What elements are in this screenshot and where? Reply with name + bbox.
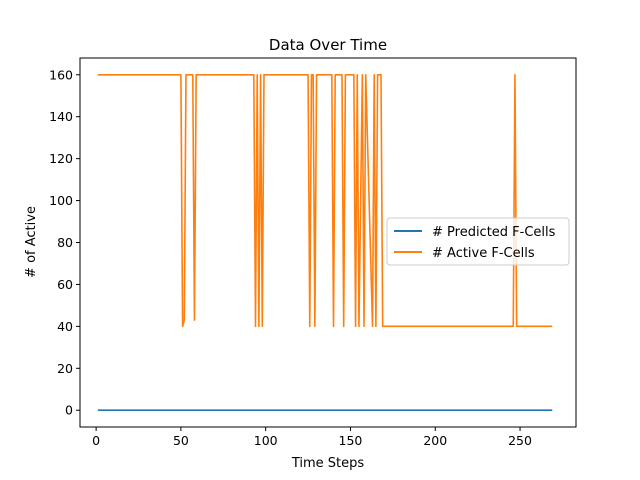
legend-box bbox=[386, 217, 570, 266]
x-tick-label: 200 bbox=[423, 433, 447, 448]
y-tick-label: 20 bbox=[57, 361, 73, 376]
x-axis-label: Time Steps bbox=[291, 456, 365, 471]
y-tick-label: 40 bbox=[57, 319, 73, 334]
y-tick-label: 160 bbox=[49, 67, 73, 82]
legend: # Predicted F-Cells # Active F-Cells bbox=[386, 217, 570, 266]
y-tick-label: 0 bbox=[65, 403, 73, 418]
x-tick-label: 50 bbox=[173, 433, 189, 448]
y-axis-label: # of Active bbox=[24, 206, 39, 278]
chart-title: Data Over Time bbox=[269, 36, 387, 54]
x-tick-label: 100 bbox=[254, 433, 278, 448]
x-tick-label: 0 bbox=[92, 433, 100, 448]
series-line-active bbox=[97, 73, 553, 328]
y-tick-label: 120 bbox=[49, 151, 73, 166]
y-tick-label: 60 bbox=[57, 277, 73, 292]
y-tick-label: 140 bbox=[49, 109, 73, 124]
y-tick-label: 100 bbox=[49, 193, 73, 208]
legend-label-predicted: # Predicted F-Cells bbox=[432, 225, 556, 240]
x-tick-label: 250 bbox=[508, 433, 532, 448]
x-tick-label: 150 bbox=[339, 433, 363, 448]
legend-label-active: # Active F-Cells bbox=[432, 246, 535, 261]
y-tick-label: 80 bbox=[57, 235, 73, 250]
